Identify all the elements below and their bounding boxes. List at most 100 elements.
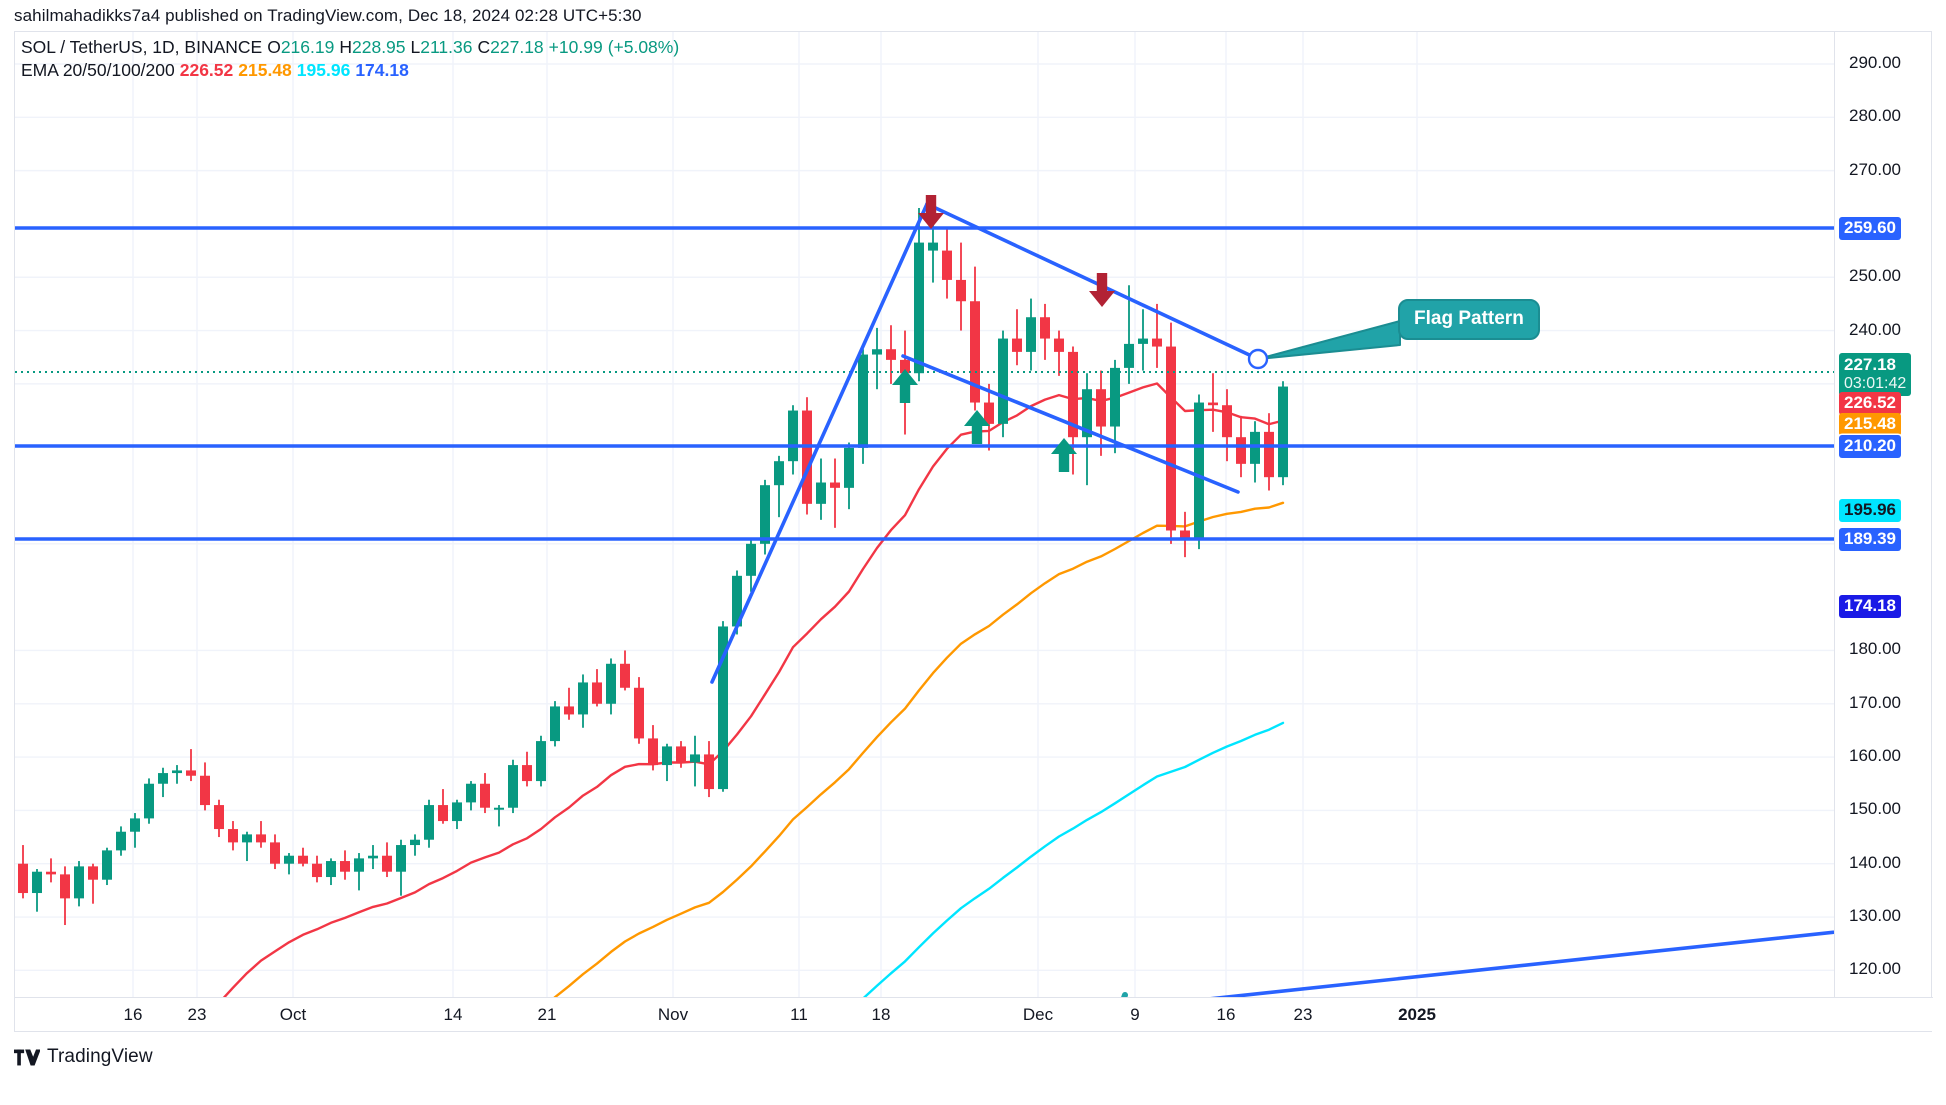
candle-body[interactable] xyxy=(242,834,252,843)
candle-body[interactable] xyxy=(830,482,840,488)
candle-body[interactable] xyxy=(494,807,504,810)
candle-body[interactable] xyxy=(1222,405,1232,438)
candle-body[interactable] xyxy=(1152,338,1162,347)
candle-body[interactable] xyxy=(46,871,56,875)
buy-signal-arrow-up-icon[interactable] xyxy=(1051,438,1077,472)
candle-body[interactable] xyxy=(1082,389,1092,438)
candle-body[interactable] xyxy=(956,279,966,302)
candle-body[interactable] xyxy=(1012,338,1022,352)
price-badge-ema50[interactable]: 215.48 xyxy=(1839,413,1901,436)
candle-body[interactable] xyxy=(648,738,658,766)
candle-body[interactable] xyxy=(1026,317,1036,352)
candle-body[interactable] xyxy=(340,861,350,872)
candle-body[interactable] xyxy=(466,783,476,803)
candle-body[interactable] xyxy=(410,839,420,846)
price-badge-support-line[interactable]: 259.60 xyxy=(1839,217,1901,240)
price-badge-last-price[interactable]: 227.18 03:01:42 xyxy=(1839,353,1912,396)
candle-body[interactable] xyxy=(172,770,182,774)
candle-body[interactable] xyxy=(256,834,266,843)
candle-body[interactable] xyxy=(158,773,168,784)
candle-body[interactable] xyxy=(508,765,518,808)
candle-body[interactable] xyxy=(592,682,602,704)
candle-body[interactable] xyxy=(480,783,490,808)
candle-body[interactable] xyxy=(1194,402,1204,539)
candle-body[interactable] xyxy=(438,805,448,822)
candle-body[interactable] xyxy=(1250,431,1260,464)
candle-body[interactable] xyxy=(998,338,1008,424)
candle-body[interactable] xyxy=(774,461,784,486)
price-badge-support-line[interactable]: 189.39 xyxy=(1839,528,1901,551)
candle-body[interactable] xyxy=(872,349,882,355)
candle-body[interactable] xyxy=(578,682,588,715)
candle-body[interactable] xyxy=(1180,530,1190,539)
candle-body[interactable] xyxy=(718,626,728,790)
trendline-long-term-uptrend[interactable] xyxy=(881,922,1834,997)
candle-body[interactable] xyxy=(298,855,308,864)
candle-body[interactable] xyxy=(32,871,42,894)
candle-body[interactable] xyxy=(564,706,574,715)
price-badge-ema100[interactable]: 195.96 xyxy=(1839,499,1901,522)
candle-body[interactable] xyxy=(522,765,532,782)
candle-body[interactable] xyxy=(690,754,700,763)
buy-signal-arrow-up-icon[interactable] xyxy=(964,410,990,444)
chart-plot-area[interactable]: SOL / TetherUS, 1D, BINANCE O216.19 H228.9… xyxy=(15,32,1834,997)
buy-signal-arrow-up-icon[interactable] xyxy=(892,369,918,403)
flag-pattern-callout[interactable]: Flag Pattern xyxy=(1398,299,1540,340)
candle-body[interactable] xyxy=(984,402,994,424)
candle-body[interactable] xyxy=(284,855,294,864)
candle-body[interactable] xyxy=(116,831,126,851)
candle-body[interactable] xyxy=(634,687,644,739)
trendline-endpoint-handle[interactable] xyxy=(1247,348,1269,370)
candle-body[interactable] xyxy=(74,866,84,899)
candle-body[interactable] xyxy=(1138,338,1148,344)
candle-body[interactable] xyxy=(886,349,896,360)
candle-body[interactable] xyxy=(900,359,910,374)
candle-body[interactable] xyxy=(1278,386,1288,478)
candle-body[interactable] xyxy=(368,855,378,859)
candle-body[interactable] xyxy=(606,663,616,704)
candle-body[interactable] xyxy=(746,543,756,576)
price-badge-support-line[interactable]: 210.20 xyxy=(1839,435,1901,458)
trendline-flag-upper[interactable] xyxy=(925,202,1260,361)
candle-body[interactable] xyxy=(214,805,224,830)
price-badge-ema20[interactable]: 226.52 xyxy=(1839,392,1901,415)
price-badge-ema200[interactable]: 174.18 xyxy=(1839,595,1901,618)
candle-body[interactable] xyxy=(424,805,434,840)
candle-body[interactable] xyxy=(844,447,854,488)
candle-body[interactable] xyxy=(704,754,714,790)
candle-body[interactable] xyxy=(1124,343,1134,368)
candle-body[interactable] xyxy=(662,746,672,766)
candle-body[interactable] xyxy=(326,861,336,878)
candle-body[interactable] xyxy=(970,301,980,403)
candle-body[interactable] xyxy=(144,783,154,819)
candle-body[interactable] xyxy=(1208,402,1218,406)
candle-body[interactable] xyxy=(620,663,630,688)
candle-body[interactable] xyxy=(1068,351,1078,438)
candle-body[interactable] xyxy=(1040,317,1050,339)
price-axis[interactable]: 290.00280.00270.00250.00240.00230.00200.… xyxy=(1834,32,1931,997)
candle-body[interactable] xyxy=(200,775,210,806)
candle-body[interactable] xyxy=(382,855,392,872)
candle-body[interactable] xyxy=(732,575,742,627)
candle-body[interactable] xyxy=(270,842,280,864)
candle-body[interactable] xyxy=(18,863,28,894)
time-axis[interactable]: 16 23 Oct 14 21 Nov 11 18 Dec 9 16 23 2025 xyxy=(15,997,1933,1031)
candle-body[interactable] xyxy=(760,485,770,544)
candle-body[interactable] xyxy=(1264,431,1274,478)
candle-body[interactable] xyxy=(676,746,686,763)
candle-body[interactable] xyxy=(1236,437,1246,464)
candle-body[interactable] xyxy=(858,354,868,448)
candle-body[interactable] xyxy=(788,410,798,462)
candle-body[interactable] xyxy=(186,770,196,776)
candle-body[interactable] xyxy=(1054,338,1064,352)
candle-body[interactable] xyxy=(1110,367,1120,427)
candle-body[interactable] xyxy=(452,802,462,822)
candle-body[interactable] xyxy=(536,741,546,782)
sell-signal-arrow-down-icon[interactable] xyxy=(1089,273,1115,307)
candle-body[interactable] xyxy=(102,850,112,880)
candle-body[interactable] xyxy=(312,863,322,878)
candle-body[interactable] xyxy=(914,242,924,374)
candle-body[interactable] xyxy=(1166,346,1176,531)
candle-body[interactable] xyxy=(228,829,238,843)
candle-body[interactable] xyxy=(1096,389,1106,427)
